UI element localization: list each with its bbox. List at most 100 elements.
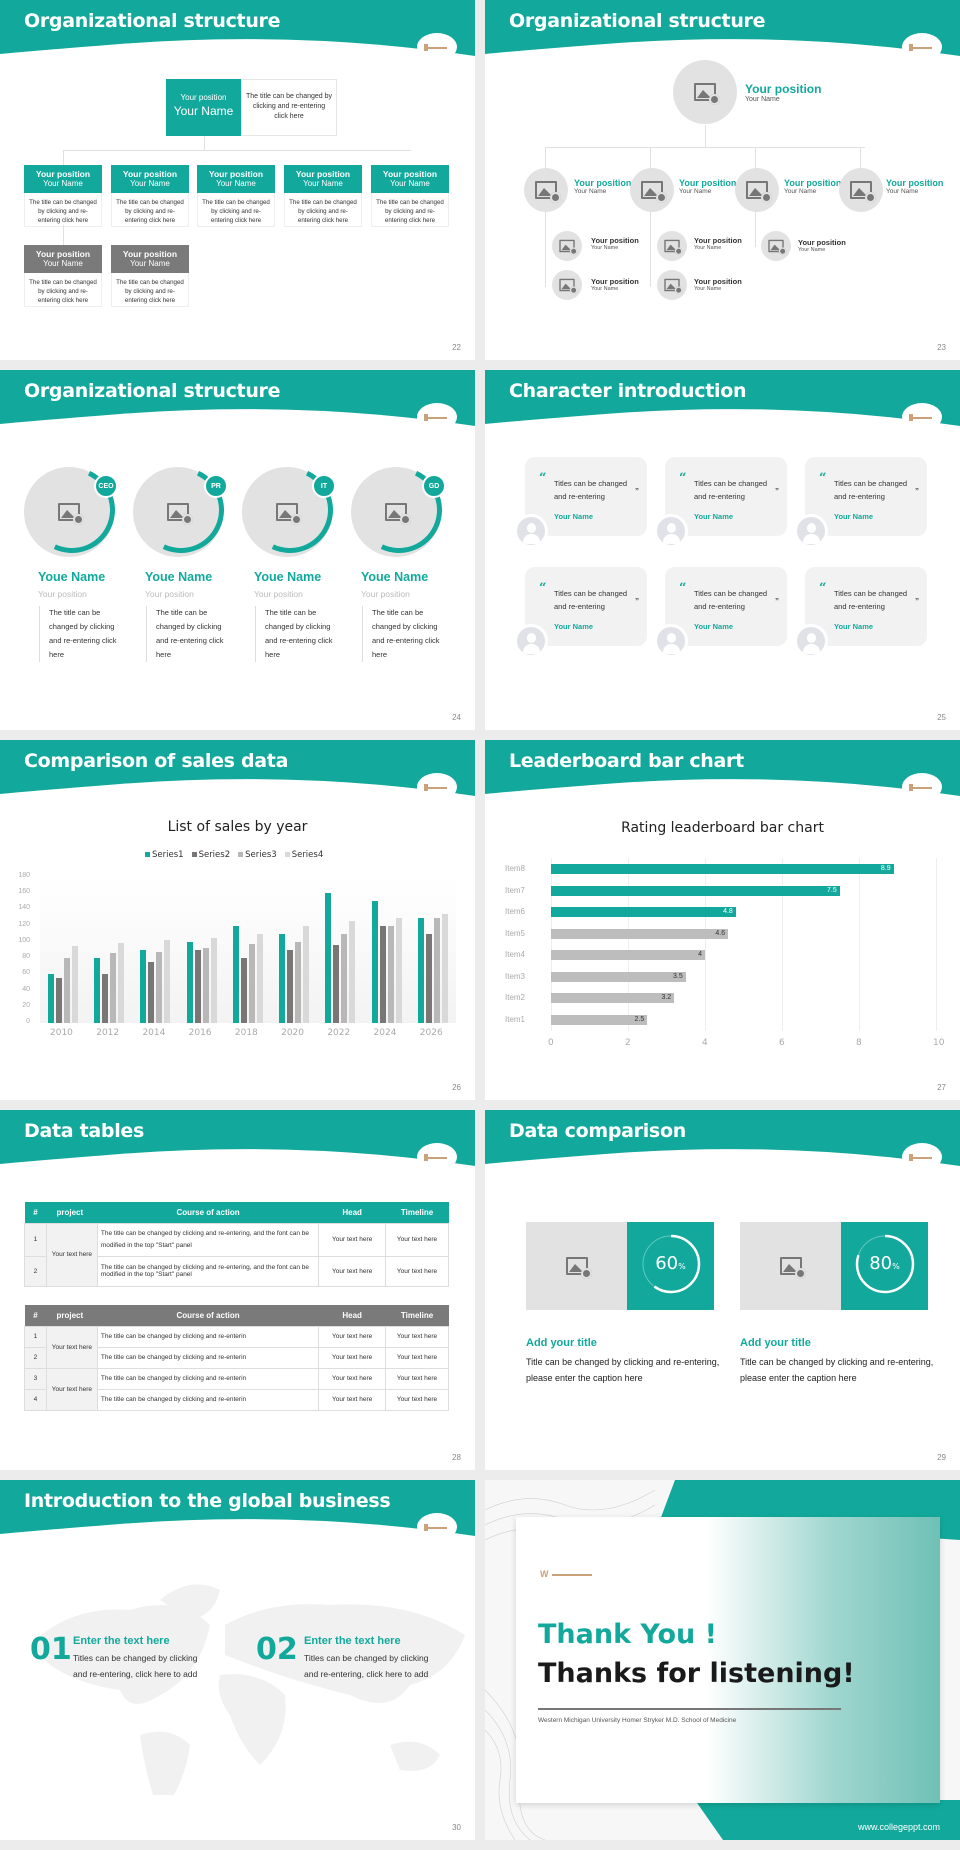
- slide-23[interactable]: Organizational structure Your position Yo…: [485, 0, 960, 360]
- leaderboard-bar: 2.5: [551, 1014, 648, 1025]
- table-row: 2 The title can be changed by clicking a…: [24, 1255, 449, 1287]
- slide-30[interactable]: Introduction to the global business 01 E…: [0, 1480, 475, 1840]
- slide-title: Introduction to the global business: [24, 1490, 391, 1512]
- image-placeholder[interactable]: [761, 231, 791, 261]
- slide-31[interactable]: W Thank You ! Thanks for listening! West…: [485, 1480, 960, 1840]
- bar: [248, 943, 255, 1023]
- image-placeholder[interactable]: [524, 168, 568, 212]
- image-placeholder[interactable]: [735, 168, 779, 212]
- bar: [202, 948, 209, 1023]
- org-card[interactable]: Your position Your Name The title can be …: [111, 165, 189, 227]
- website-link[interactable]: www.collegeppt.com: [857, 1822, 940, 1832]
- x-tick: 2026: [419, 1028, 443, 1038]
- role-badge: IT: [312, 474, 336, 498]
- slide-title: Organizational structure: [509, 10, 766, 32]
- role-badge: PR: [204, 474, 228, 498]
- slide-title: Organizational structure: [24, 380, 281, 402]
- chart-title: List of sales by year: [167, 819, 308, 835]
- image-add-icon: [535, 181, 561, 203]
- leaderboard-bar: 3.2: [551, 993, 675, 1003]
- image-add-icon: [167, 503, 193, 525]
- university-logo: [902, 1143, 942, 1171]
- org-card[interactable]: Your position Your Name The title can be …: [284, 165, 362, 227]
- slide-26[interactable]: Comparison of sales data List of sales b…: [0, 740, 475, 1100]
- y-label: Item7: [505, 885, 526, 895]
- org-top-label: Your position Your Name: [745, 82, 822, 103]
- bar: [72, 945, 78, 1023]
- image-placeholder[interactable]: [526, 1222, 627, 1310]
- leaderboard-bar: 7.5: [551, 885, 840, 896]
- bar: [295, 941, 302, 1023]
- image-add-icon: [385, 503, 411, 525]
- org-card[interactable]: Your position Your Name The title can be …: [24, 165, 102, 227]
- slide-25[interactable]: Character introduction “Titles can be ch…: [485, 370, 960, 730]
- table-row: 1 Your text here The title can be change…: [24, 1222, 449, 1287]
- slide-title: Leaderboard bar chart: [509, 750, 744, 772]
- university-logo: W: [540, 1569, 600, 1579]
- image-placeholder[interactable]: [657, 231, 687, 261]
- leaderboard-bar: 8.9: [551, 864, 894, 874]
- x-tick: 2022: [327, 1028, 351, 1038]
- slide-header: Organizational structure: [0, 370, 475, 431]
- page-number: 29: [937, 1453, 946, 1462]
- image-add-icon: [276, 503, 302, 525]
- quote-card[interactable]: “Titles can be changed and re-entering” Y…: [805, 567, 927, 646]
- legend-item: Series3: [238, 850, 277, 860]
- slide-29[interactable]: Data comparison 60% Add your title Title…: [485, 1110, 960, 1470]
- image-placeholder[interactable]: [351, 467, 441, 557]
- org-card-sub[interactable]: Your position Your Name The title can be …: [111, 245, 189, 307]
- avatar: [654, 624, 688, 658]
- org-top-box[interactable]: Your position Your Name: [166, 79, 241, 136]
- leaderboard-bar: 4.6: [551, 928, 729, 939]
- org-card[interactable]: Your position Your Name The title can be …: [371, 165, 449, 227]
- close-quote-icon: ”: [775, 597, 779, 606]
- bar: [349, 920, 356, 1023]
- x-tick: 2012: [96, 1028, 120, 1038]
- bar: [48, 974, 54, 1023]
- bar: [164, 940, 171, 1023]
- bar: [240, 958, 247, 1023]
- slide-27[interactable]: Leaderboard bar chart Rating leaderboard…: [485, 740, 960, 1100]
- image-placeholder[interactable]: [839, 168, 883, 212]
- thank-you-card: W Thank You ! Thanks for listening! West…: [516, 1517, 940, 1803]
- x-tick: 2010: [50, 1028, 73, 1038]
- image-add-icon: [559, 239, 578, 256]
- slide-24[interactable]: Organizational structure CEO Youe Name Y…: [0, 370, 475, 730]
- image-add-icon: [694, 83, 720, 105]
- world-map-background: [30, 1584, 465, 1795]
- image-placeholder[interactable]: [673, 60, 737, 124]
- image-placeholder[interactable]: [740, 1222, 841, 1310]
- image-add-icon: [850, 181, 876, 203]
- bar: [441, 913, 448, 1023]
- progress-ring-60: 60%: [627, 1222, 714, 1310]
- image-add-icon: [779, 1257, 806, 1279]
- y-label: Item5: [505, 928, 526, 938]
- image-add-icon: [768, 239, 787, 256]
- page-number: 26: [452, 1083, 461, 1092]
- x-tick: 2016: [188, 1028, 212, 1038]
- org-top-desc: The title can be changed by clicking and…: [241, 79, 337, 136]
- bar: [341, 933, 348, 1023]
- image-placeholder[interactable]: [552, 231, 582, 261]
- bar: [64, 958, 70, 1023]
- bar: [110, 953, 117, 1023]
- image-add-icon: [664, 278, 683, 295]
- image-placeholder[interactable]: [657, 270, 687, 300]
- image-placeholder[interactable]: [630, 168, 674, 212]
- org-card-sub[interactable]: Your position Your Name The title can be …: [24, 245, 102, 307]
- leaderboard-bar-chart: 0 2 4 6 8 10 Item8 8.9 Item7 7.5 Item6 4.8 Item5 4.6 I…: [485, 740, 960, 1100]
- bar: [94, 958, 101, 1023]
- slide-header: Organizational structure: [485, 0, 960, 61]
- bar: [417, 917, 424, 1023]
- slide-header: Data comparison: [485, 1110, 960, 1171]
- org-card[interactable]: Your position Your Name The title can be …: [197, 165, 275, 227]
- image-placeholder[interactable]: [552, 270, 582, 300]
- slide-28[interactable]: Data tables # project Course of action H…: [0, 1110, 475, 1470]
- y-tick: 180: [18, 872, 30, 879]
- avatar: [514, 624, 548, 658]
- avatar: [794, 624, 828, 658]
- slide-22[interactable]: Organizational structure Your position Y…: [0, 0, 475, 360]
- y-tick: 20: [22, 1001, 30, 1009]
- close-quote-icon: ”: [635, 597, 639, 606]
- legend-item: Series1: [145, 850, 184, 860]
